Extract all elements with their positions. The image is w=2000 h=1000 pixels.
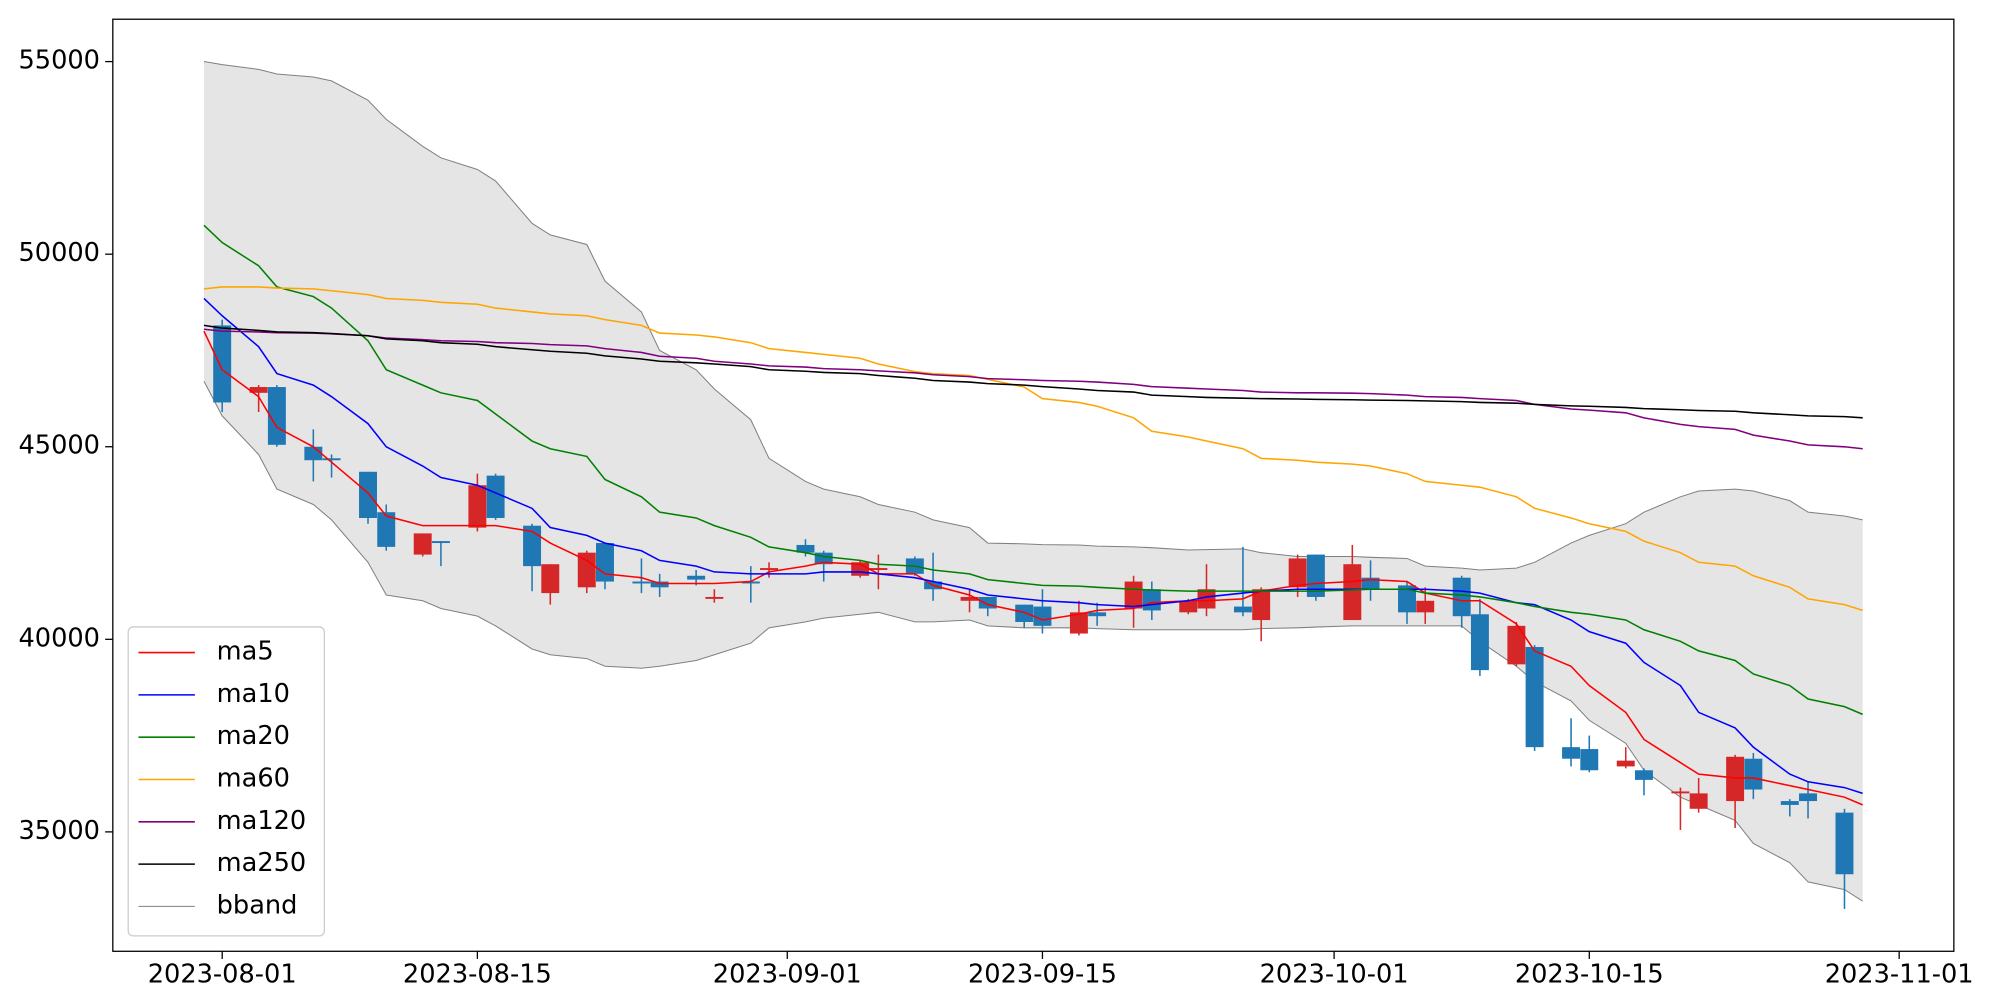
candle-body bbox=[1306, 554, 1325, 597]
candle-body bbox=[596, 543, 614, 582]
candle-body bbox=[1671, 791, 1690, 794]
candle-body bbox=[304, 446, 323, 461]
ma-line bbox=[203, 286, 1863, 612]
legend-box bbox=[127, 626, 325, 937]
legend-label: ma10 bbox=[217, 679, 290, 709]
candle-body bbox=[1525, 647, 1544, 748]
candle-body bbox=[541, 564, 560, 594]
candle-body bbox=[1562, 747, 1581, 759]
candle-body bbox=[359, 471, 377, 518]
candle-body bbox=[1288, 558, 1307, 588]
plot-area bbox=[203, 61, 1863, 909]
candle-body bbox=[523, 525, 542, 567]
candle-body bbox=[486, 475, 505, 518]
legend-label: ma5 bbox=[217, 637, 274, 667]
candle-body bbox=[1088, 612, 1107, 617]
candle-body bbox=[1507, 625, 1526, 665]
candle-body bbox=[1398, 585, 1416, 613]
x-tick-label: 2023-10-15 bbox=[1515, 960, 1664, 990]
candle-body bbox=[741, 581, 760, 584]
candle-body bbox=[1197, 589, 1216, 609]
candle-body bbox=[1835, 812, 1854, 875]
candle-body bbox=[413, 533, 432, 555]
candle-body bbox=[632, 581, 651, 584]
legend-label: ma120 bbox=[217, 806, 307, 836]
candle-body bbox=[760, 568, 779, 570]
x-tick-label: 2023-09-01 bbox=[713, 960, 862, 990]
candle-body bbox=[1069, 612, 1088, 634]
legend-label: bband bbox=[217, 890, 298, 920]
candle-body bbox=[1416, 600, 1435, 613]
x-tick-label: 2023-09-15 bbox=[968, 960, 1117, 990]
candle-body bbox=[377, 512, 396, 547]
candle-body bbox=[1343, 564, 1362, 621]
candle-body bbox=[705, 596, 724, 599]
candle-body bbox=[978, 596, 997, 609]
x-tick-label: 2023-08-01 bbox=[148, 960, 297, 990]
candle-body bbox=[431, 541, 450, 544]
candle-body bbox=[1799, 793, 1817, 802]
candle-body bbox=[1033, 606, 1052, 626]
ma-line bbox=[203, 328, 1863, 450]
candle-body bbox=[1580, 749, 1599, 771]
x-tick-label: 2023-11-01 bbox=[1825, 960, 1974, 990]
ma-line bbox=[203, 297, 1863, 795]
band-lower bbox=[203, 381, 1863, 902]
x-tick-label: 2023-10-01 bbox=[1260, 960, 1409, 990]
candle-body bbox=[1233, 606, 1252, 613]
y-tick-label: 40000 bbox=[18, 623, 100, 653]
candle-body bbox=[1744, 758, 1763, 790]
band-fill bbox=[203, 61, 1863, 902]
candle-body bbox=[1252, 589, 1271, 621]
legend-label: ma20 bbox=[217, 721, 290, 751]
candle-body bbox=[796, 544, 815, 553]
candle-body bbox=[1616, 760, 1635, 767]
band-upper bbox=[203, 61, 1863, 571]
y-tick-label: 45000 bbox=[18, 431, 100, 461]
x-tick-label: 2023-08-15 bbox=[403, 960, 552, 990]
candle-body bbox=[1470, 614, 1489, 671]
candle-body bbox=[1124, 581, 1143, 609]
y-tick-label: 50000 bbox=[18, 238, 100, 268]
ma-line bbox=[203, 224, 1863, 716]
candle-body bbox=[869, 568, 888, 570]
y-tick-label: 55000 bbox=[18, 46, 100, 76]
candle-body bbox=[1142, 589, 1161, 611]
y-tick-label: 35000 bbox=[18, 816, 100, 846]
ma-line bbox=[203, 324, 1863, 419]
legend-label: ma60 bbox=[217, 763, 290, 793]
candle-body bbox=[249, 387, 268, 393]
candle-body bbox=[650, 581, 669, 588]
candle-body bbox=[1179, 600, 1198, 613]
axes-frame bbox=[112, 18, 1955, 952]
candle-body bbox=[1689, 793, 1708, 809]
candle-body bbox=[1780, 801, 1799, 805]
candle-body bbox=[468, 485, 487, 528]
candle-body bbox=[322, 458, 341, 461]
candle-body bbox=[1726, 756, 1745, 802]
candle-body bbox=[577, 552, 596, 588]
candle-body bbox=[814, 552, 833, 565]
candle-body bbox=[960, 596, 979, 601]
candle-body bbox=[213, 325, 232, 403]
candle-body bbox=[1452, 577, 1471, 617]
candle-body bbox=[1634, 770, 1653, 780]
ma-line bbox=[203, 330, 1863, 806]
candle-body bbox=[1361, 577, 1380, 590]
candle-body bbox=[1015, 604, 1034, 622]
legend-label: ma250 bbox=[217, 848, 307, 878]
candle-body bbox=[687, 575, 706, 580]
legend: ma5 ma10 ma20 ma60 ma120 ma250 bband bbox=[127, 626, 325, 937]
